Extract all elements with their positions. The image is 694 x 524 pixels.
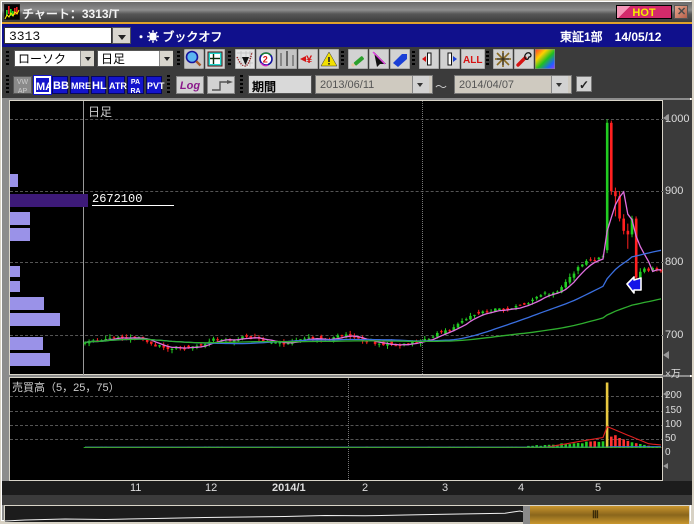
svg-text:ALL: ALL <box>463 55 482 66</box>
svg-text:¥: ¥ <box>306 54 313 66</box>
svg-text:2: 2 <box>263 55 268 65</box>
